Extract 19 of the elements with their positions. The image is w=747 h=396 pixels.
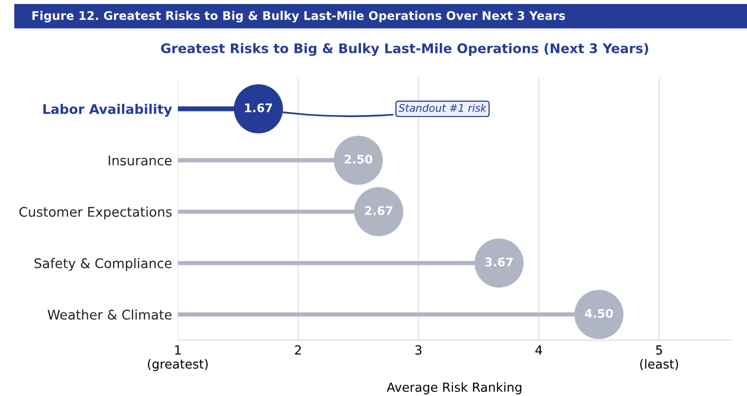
x-tick-label: 2	[295, 345, 301, 355]
x-tick-label: 4	[535, 345, 542, 355]
data-label: 2.50	[344, 154, 372, 164]
y-tick-label: Customer Expectations	[19, 206, 172, 220]
chart-title: Figure 12. Greatest Risks to Big & Bulky Last-Mile Operations Over Next 3 Years	[32, 10, 565, 22]
annotation: Standout #1 risk	[398, 104, 487, 112]
x-tick-label: 3	[415, 345, 422, 355]
data-label: 1.67	[245, 103, 272, 112]
data-label: 2.67	[365, 206, 392, 216]
x-tick-label: 5 (least)	[640, 345, 678, 370]
data-label: 4.50	[584, 308, 613, 318]
x-axis-title: Average Risk Ranking	[386, 382, 522, 394]
x-tick-label: 1 (greatest)	[148, 345, 208, 372]
y-tick-label: Weather & Climate	[48, 309, 172, 320]
data-label: 3.67	[485, 258, 513, 266]
chart-subtitle: Greatest Risks to Big & Bulky Last-Mile Operations (Next 3 Years)	[161, 43, 648, 56]
y-tick-label: Insurance	[108, 156, 172, 166]
y-tick-label: Safety & Compliance	[34, 258, 172, 271]
y-tick-label: Labor Availability	[43, 104, 172, 117]
